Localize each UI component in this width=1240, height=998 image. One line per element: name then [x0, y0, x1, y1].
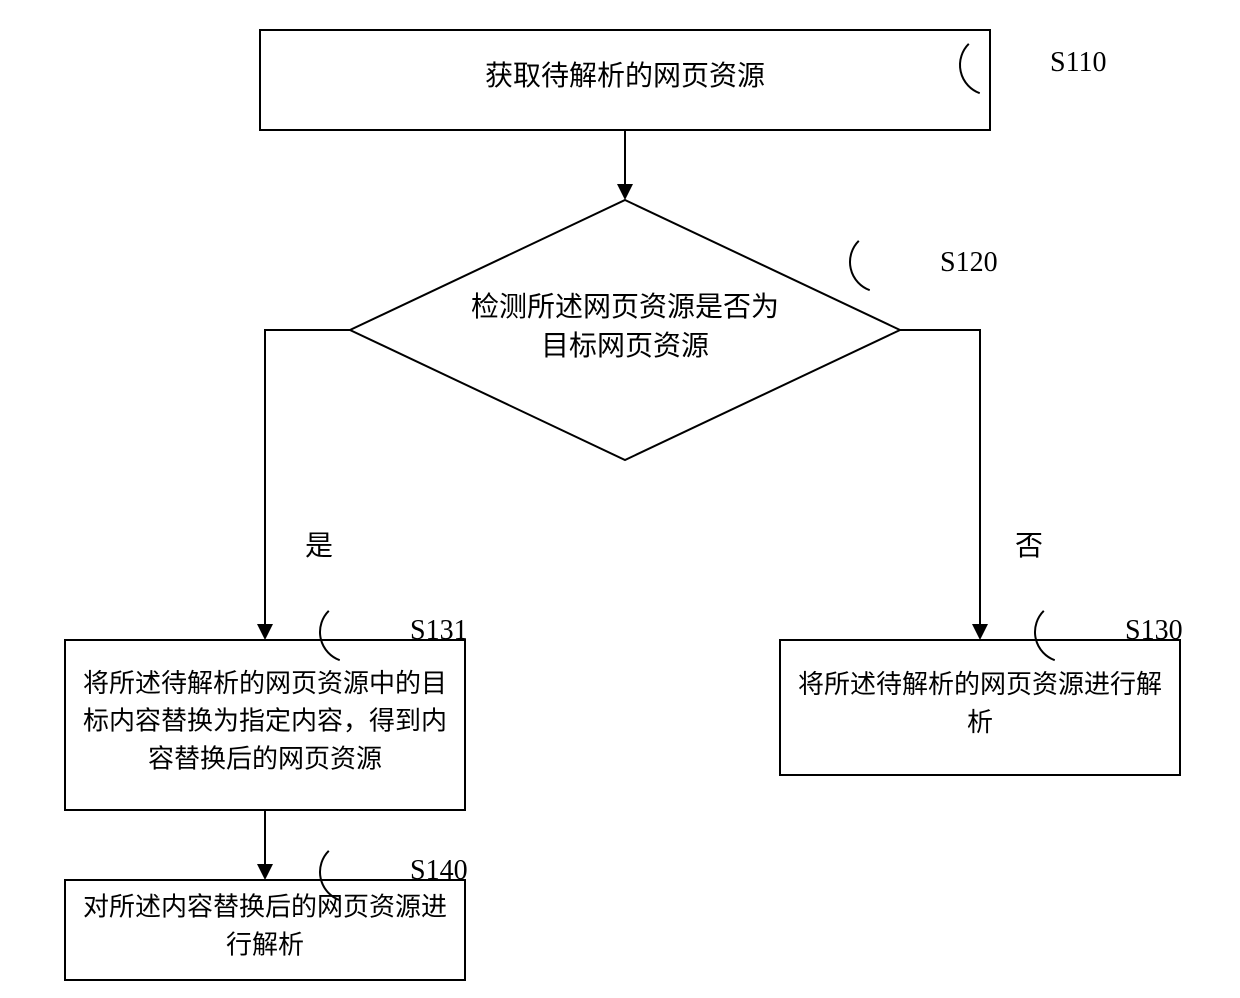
node-text-s131: 标内容替换为指定内容，得到内	[83, 707, 447, 736]
step-label: S130	[1125, 615, 1183, 646]
node-text-s131: 容替换后的网页资源	[148, 744, 382, 773]
flowchart-diamond-s120	[350, 200, 900, 460]
node-text-s110: 获取待解析的网页资源	[485, 60, 765, 92]
node-text-s140: 行解析	[226, 930, 304, 959]
edge-label: 是	[305, 531, 333, 562]
edge-label: 否	[1015, 531, 1043, 562]
step-label: S140	[410, 855, 468, 886]
step-label: S131	[410, 615, 468, 646]
node-text-s131: 将所述待解析的网页资源中的目	[83, 669, 447, 698]
step-label: S120	[940, 247, 998, 278]
node-text-s120: 目标网页资源	[541, 330, 709, 362]
node-text-s140: 对所述内容替换后的网页资源进	[83, 893, 447, 922]
node-text-s130: 将所述待解析的网页资源进行解	[798, 670, 1162, 699]
node-text-s120: 检测所述网页资源是否为	[471, 291, 779, 323]
step-label: S110	[1050, 47, 1107, 78]
node-text-s130: 析	[967, 708, 993, 737]
